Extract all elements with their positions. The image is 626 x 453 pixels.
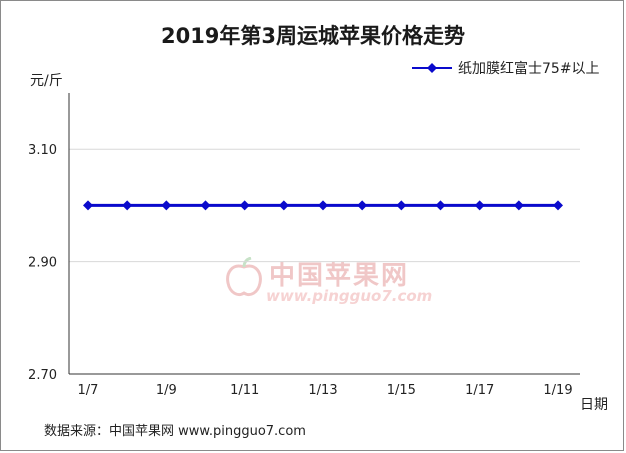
legend: 纸加膜红富士75#以上	[412, 58, 600, 78]
data-point	[318, 200, 328, 211]
data-point	[513, 200, 524, 211]
legend-marker-icon	[412, 63, 452, 73]
x-tick-label: 1/15	[387, 383, 416, 398]
data-point	[278, 200, 289, 211]
y-tick-label: 2.70	[28, 368, 57, 383]
watermark-url: www.pingguo7.com	[266, 287, 433, 305]
data-point	[435, 200, 446, 211]
x-tick-label: 1/9	[156, 383, 177, 398]
apple-logo-icon	[226, 257, 262, 297]
x-tick-label: 1/17	[465, 383, 494, 398]
data-point	[553, 200, 563, 211]
chart-title: 2019年第3周运城苹果价格走势	[160, 24, 466, 48]
legend-label: 纸加膜红富士75#以上	[458, 61, 600, 77]
data-point	[122, 200, 133, 211]
y-tick-label: 3.10	[28, 143, 57, 158]
data-point	[357, 200, 368, 211]
x-axis-label: 日期	[580, 397, 608, 413]
x-tick-label: 1/7	[78, 383, 99, 398]
x-tick-label: 1/13	[308, 383, 337, 398]
data-point	[161, 200, 172, 211]
x-tick-label: 1/11	[230, 383, 259, 398]
watermark-name: 中国苹果网	[269, 261, 410, 291]
data-point	[200, 200, 211, 211]
data-point	[474, 200, 485, 211]
x-tick-label: 1/19	[543, 383, 572, 398]
data-point	[83, 200, 93, 211]
y-axis-label: 元/斤	[30, 73, 63, 89]
data-point	[396, 200, 407, 211]
y-tick-label: 2.90	[28, 256, 57, 271]
data-source-footer: 数据来源：中国苹果网 www.pingguo7.com	[44, 424, 306, 439]
data-point	[239, 200, 250, 211]
